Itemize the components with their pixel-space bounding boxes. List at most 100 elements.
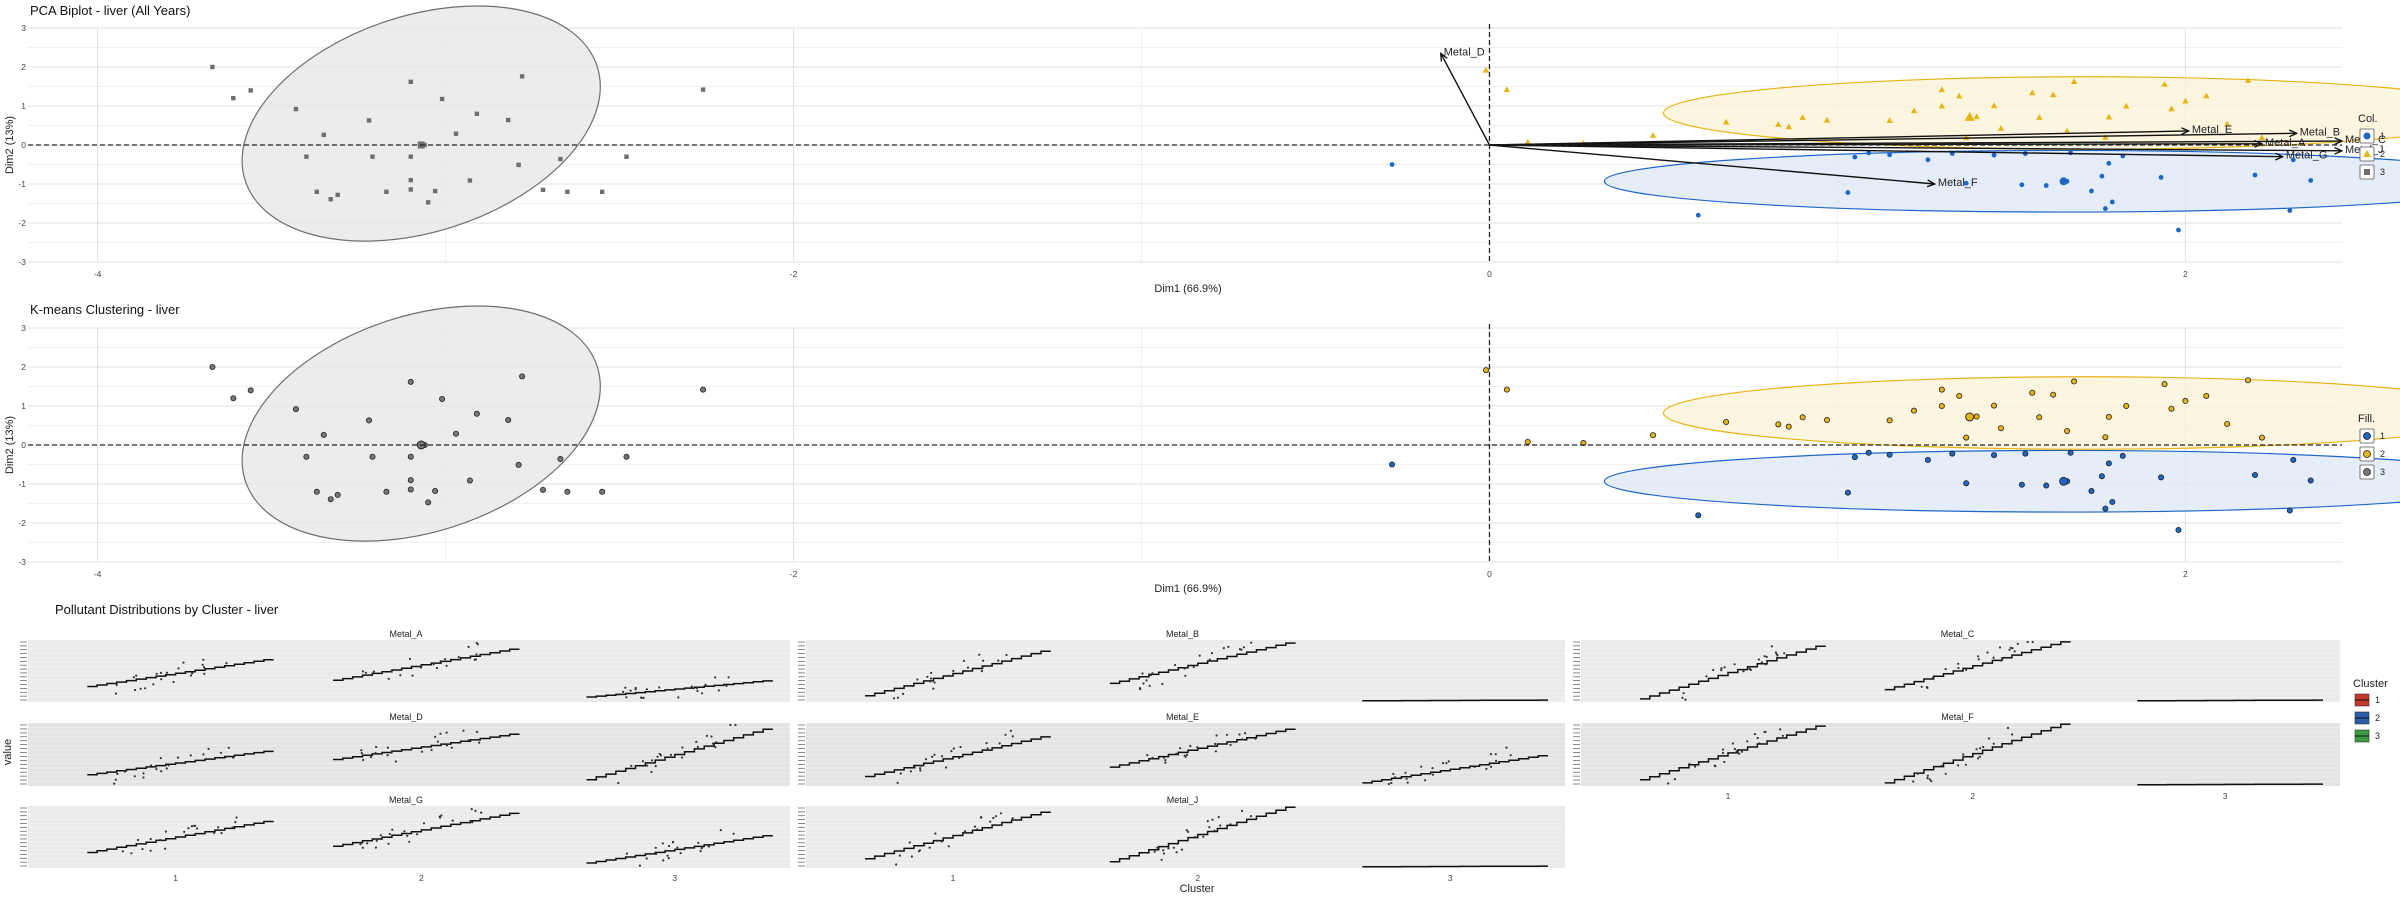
facet-metal-f-point-cluster-2 xyxy=(1979,747,1982,750)
facet-metal-j-qq-line-cluster-1 xyxy=(865,811,1051,860)
facet-metal-e-point-cluster-2 xyxy=(1214,742,1217,746)
facet-metal-e-point-cluster-2 xyxy=(1164,761,1167,764)
facet-metal-j-xtick-label: 2 xyxy=(1195,873,1200,883)
pca-point-cluster-3 xyxy=(439,96,445,102)
facet-metal-a-point-cluster-3 xyxy=(696,689,699,693)
facet-metal-b-point-cluster-1 xyxy=(896,696,900,699)
facet-metal-d-qq-line-cluster-2 xyxy=(333,733,520,761)
facet-metal-b-point-cluster-2 xyxy=(1192,665,1195,669)
loading-label-metal-f: Metal_F xyxy=(1938,177,1978,189)
facet-metal-a-point-cluster-2 xyxy=(473,658,476,661)
pca-point-cluster-3 xyxy=(335,192,340,198)
kmeans-point-cluster-3 xyxy=(623,453,630,460)
kmeans-point-cluster-1 xyxy=(2307,477,2314,484)
kmeans-point-cluster-1 xyxy=(2286,507,2293,514)
facet-metal-g-point-cluster-3 xyxy=(638,864,642,867)
distributions-xlabel: Cluster xyxy=(1180,883,1215,895)
facet-metal-d-point-cluster-1 xyxy=(189,754,192,757)
facet-metal-b-point-cluster-1 xyxy=(980,670,984,673)
facet-metal-c-point-cluster-1 xyxy=(1765,655,1768,659)
facet-metal-c-qq-line-cluster-3 xyxy=(2137,699,2323,702)
facet-metal-c-point-cluster-1 xyxy=(1723,666,1726,669)
pca-point-cluster-1 xyxy=(2252,172,2258,178)
facet-metal-d-point-cluster-3 xyxy=(729,723,732,727)
kmeans-panel: K-means Clustering - liver 3 2 1 0 -1 -2 -3 -4 -… xyxy=(4,302,2400,595)
facet-metal-g-point-cluster-3 xyxy=(699,850,702,853)
distributions-panel: Pollutant Distributions by Cluster - liv… xyxy=(2,602,2388,895)
facet-metal-c-point-cluster-1 xyxy=(1783,652,1786,655)
kmeans-legend-label-3: 3 xyxy=(2380,467,2385,477)
pca-point-cluster-3 xyxy=(328,197,333,202)
facet-metal-f-point-cluster-2 xyxy=(1978,755,1981,758)
kmeans-point-cluster-3 xyxy=(432,488,439,495)
facet-metal-j-point-cluster-2 xyxy=(1180,848,1184,851)
kmeans-point-cluster-1 xyxy=(2109,498,2116,505)
facet-metal-a-point-cluster-3 xyxy=(696,687,699,690)
facet-metal-e-point-cluster-2 xyxy=(1214,750,1217,753)
facet-metal-e-point-cluster-3 xyxy=(1405,777,1408,780)
facet-metal-c-point-cluster-1 xyxy=(1684,698,1687,701)
facet-metal-a-point-cluster-2 xyxy=(390,670,393,673)
facet-metal-g-point-cluster-2 xyxy=(375,839,378,842)
facet-metal-g-point-cluster-3 xyxy=(666,854,669,857)
kmeans-point-cluster-2 xyxy=(1938,402,1945,409)
facet-metal-f-point-cluster-1 xyxy=(1779,728,1782,731)
facet-metal-g-point-cluster-1 xyxy=(121,850,124,853)
facet-metal-g-point-cluster-3 xyxy=(667,857,670,860)
facet-metal-b-point-cluster-2 xyxy=(1145,679,1148,682)
facet-metal-e-point-cluster-1 xyxy=(985,742,988,745)
pca-point-cluster-3 xyxy=(408,177,413,183)
pca-biplot-legend: Col. 1 2 3 xyxy=(2358,113,2385,180)
kmeans-point-cluster-3 xyxy=(515,461,522,468)
facet-metal-b-point-cluster-2 xyxy=(1148,684,1151,687)
facet-metal-f-point-cluster-1 xyxy=(1731,742,1734,745)
facet-metal-a-point-cluster-2 xyxy=(445,664,448,668)
facet-metal-e-point-cluster-3 xyxy=(1431,773,1435,776)
kmeans-point-cluster-2 xyxy=(1650,432,1657,439)
facet-metal-c-point-cluster-2 xyxy=(2013,650,2016,653)
facet-metal-a-point-cluster-2 xyxy=(408,657,411,661)
pca-point-cluster-1 xyxy=(2106,160,2112,166)
facet-metal-b-title: Metal_B xyxy=(1166,629,1199,639)
facet-metal-j-point-cluster-1 xyxy=(928,846,931,849)
facet-metal-e-point-cluster-2 xyxy=(1151,756,1154,759)
facet-metal-f-point-cluster-1 xyxy=(1758,742,1761,745)
facet-metal-g-point-cluster-2 xyxy=(422,822,426,825)
kmeans-point-cluster-1 xyxy=(2018,481,2025,488)
kmeans-point-cluster-3 xyxy=(313,488,320,495)
facet-metal-f-point-cluster-2 xyxy=(1928,778,1931,781)
pca-point-cluster-2 xyxy=(1649,132,1657,138)
facet-metal-a-point-cluster-1 xyxy=(225,662,228,665)
kmeans-point-cluster-1 xyxy=(1695,512,1702,519)
facet-metal-a-point-cluster-1 xyxy=(189,674,193,677)
facet-metal-f-point-cluster-2 xyxy=(1964,763,1967,766)
facet-metal-c-point-cluster-1 xyxy=(1733,663,1736,666)
pca-point-cluster-2 xyxy=(2258,134,2266,141)
facet-metal-a-point-cluster-1 xyxy=(155,672,158,675)
kmeans-point-cluster-3 xyxy=(505,417,512,424)
facet-metal-c-point-cluster-1 xyxy=(1742,670,1745,673)
facet-metal-b-point-cluster-1 xyxy=(933,681,936,684)
facet-metal-d-point-cluster-1 xyxy=(202,753,205,756)
kmeans-point-cluster-1 xyxy=(2119,452,2126,459)
pca-point-cluster-2 xyxy=(2182,97,2189,104)
facet-metal-d-point-cluster-1 xyxy=(133,775,136,778)
pca-point-cluster-3 xyxy=(700,87,706,92)
facet-metal-a-point-cluster-3 xyxy=(658,686,661,689)
facet-metal-a-point-cluster-3 xyxy=(645,688,649,691)
facet-metal-j-point-cluster-2 xyxy=(1160,858,1163,861)
facet-metal-g-point-cluster-2 xyxy=(451,819,454,822)
facet-metal-b-point-cluster-1 xyxy=(978,653,981,656)
facet-metal-a-point-cluster-1 xyxy=(202,666,206,669)
facet-metal-g-point-cluster-1 xyxy=(235,816,238,819)
pca-point-cluster-3 xyxy=(467,178,473,183)
facet-metal-f-point-cluster-1 xyxy=(1781,734,1784,737)
facet-metal-b-point-cluster-1 xyxy=(981,665,985,668)
kmeans-point-cluster-1 xyxy=(1963,480,1970,487)
facet-metal-f-point-cluster-2 xyxy=(1926,777,1929,780)
facet-metal-e-point-cluster-3 xyxy=(1406,781,1409,784)
facet-metal-a-point-cluster-3 xyxy=(725,684,728,687)
facet-metal-d-point-cluster-1 xyxy=(113,782,116,785)
facet-metal-b-point-cluster-2 xyxy=(1242,646,1245,649)
pca-point-cluster-3 xyxy=(408,79,413,85)
